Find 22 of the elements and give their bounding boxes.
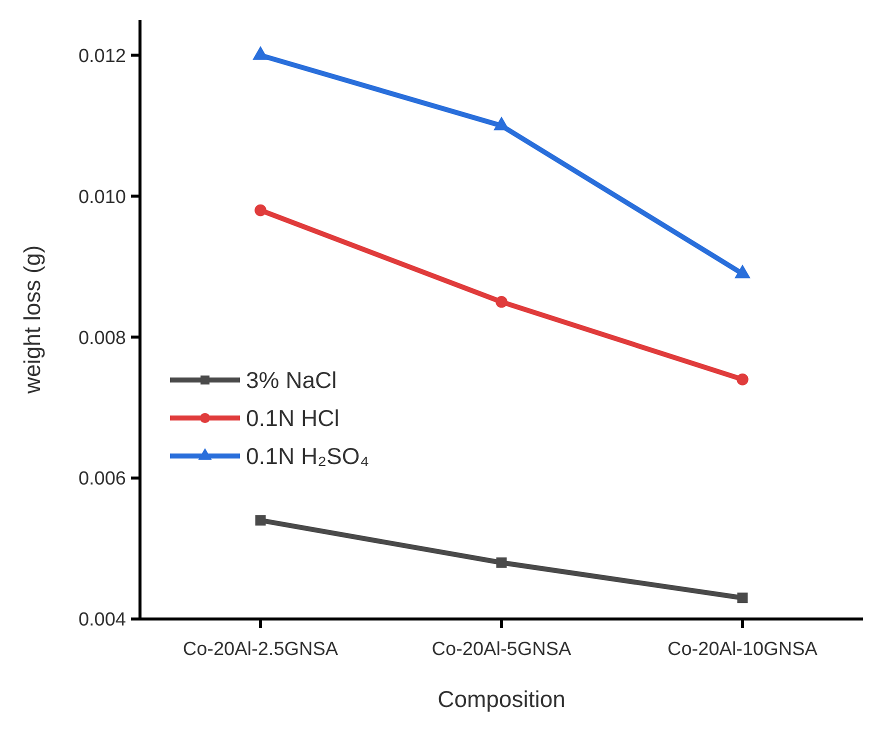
legend-label: 3% NaCl <box>246 367 337 394</box>
legend-label: 0.1N H₂SO₄ <box>246 443 370 470</box>
point <box>254 204 266 216</box>
x-tick-label: Co-20Al-5GNSA <box>432 639 572 660</box>
y-tick-label: 0.012 <box>78 46 126 67</box>
point <box>496 296 508 308</box>
point <box>734 264 750 278</box>
point <box>494 116 510 130</box>
y-tick-label: 0.010 <box>78 186 126 208</box>
legend-label: 0.1N HCl <box>246 405 340 432</box>
y-tick-label: 0.004 <box>78 610 126 631</box>
y-tick-label: 0.006 <box>78 468 126 490</box>
point <box>736 373 748 386</box>
point <box>737 592 748 604</box>
x-tick-label: Co-20Al-10GNSA <box>668 639 818 660</box>
y-tick-label: 0.008 <box>78 328 126 349</box>
point <box>252 46 268 60</box>
y-axis-title: weight loss (g) <box>19 245 45 395</box>
x-axis-title: Composition <box>438 686 566 712</box>
point <box>496 557 507 568</box>
point <box>255 515 266 526</box>
x-tick-label: Co-20Al-2.5GNSA <box>182 639 338 660</box>
